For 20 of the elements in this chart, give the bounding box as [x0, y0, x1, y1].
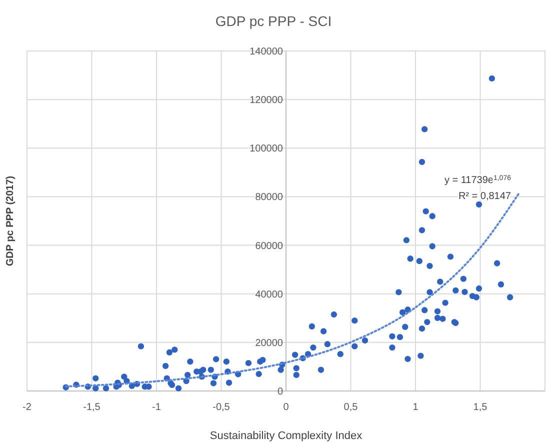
x-tick-label: 0,5 [344, 402, 358, 413]
x-tick-label: -1,5 [83, 402, 101, 413]
x-axis-title: Sustainability Complexity Index [210, 430, 363, 442]
annotation: y = 11739e$^{1,076}$ [444, 174, 512, 186]
y-tick-label: 120000 [250, 95, 284, 106]
y-tick-label: 60000 [255, 240, 284, 252]
y-tick-label: 140000 [250, 46, 284, 58]
y-tick-label: 80000 [255, 192, 284, 204]
y-axis-title: GDP pc PPP (2017) [5, 176, 16, 266]
chart-title: GDP pc PPP - SCI [215, 13, 332, 29]
annotation: R² = 0,8147 [458, 191, 512, 202]
x-tick-label: 1 [412, 402, 419, 413]
x-tick-label: -1 [152, 402, 162, 413]
y-tick-label: 40000 [255, 289, 284, 300]
y-tick-label: 0 [277, 386, 284, 398]
x-tick-label: -0,5 [212, 402, 230, 413]
x-tick-label: -2 [22, 402, 32, 413]
x-tick-label: 1,5 [473, 402, 488, 413]
y-tick-label: 100000 [250, 144, 284, 155]
y-tick-label: 20000 [255, 338, 284, 349]
